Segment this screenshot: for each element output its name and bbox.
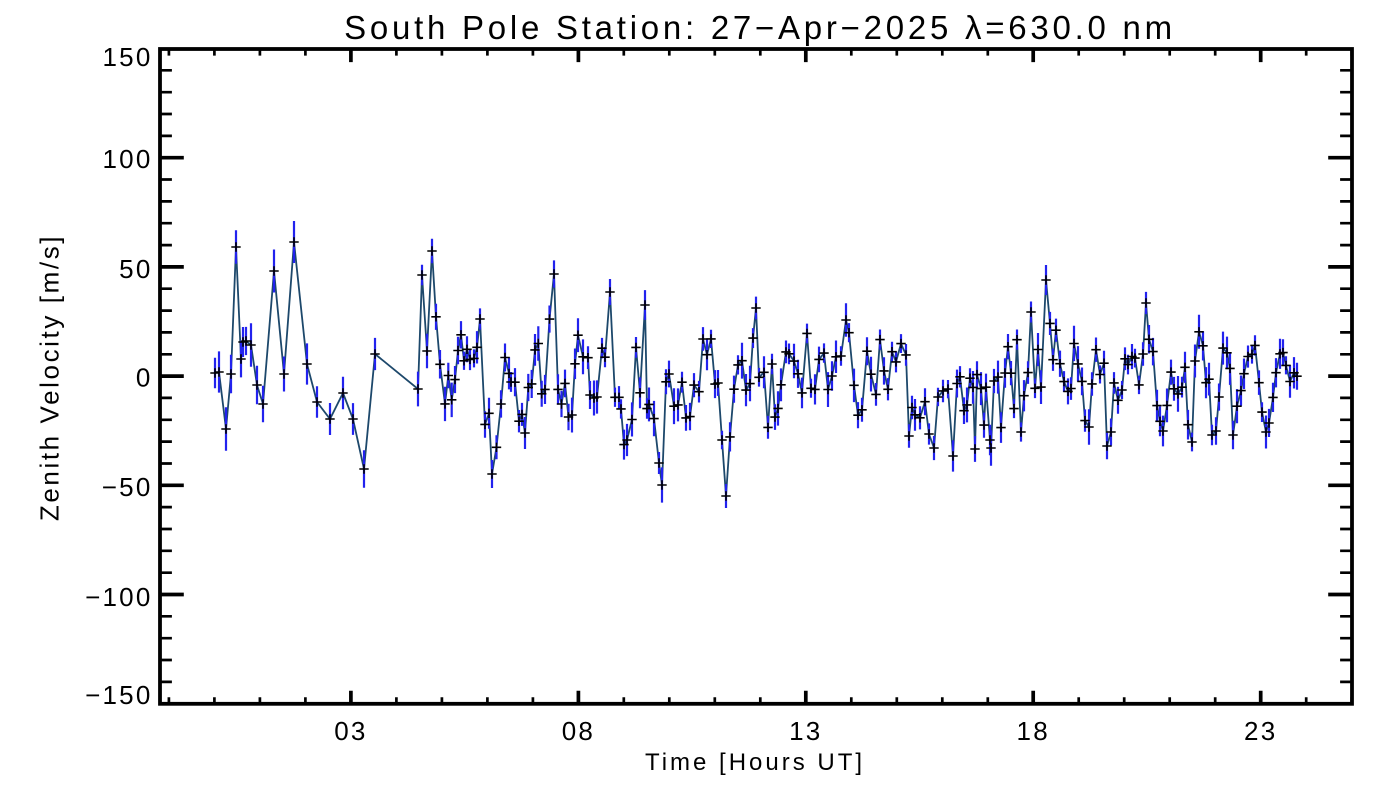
svg-text:Time [Hours UT]: Time [Hours UT] <box>645 749 865 776</box>
svg-text:−150: −150 <box>85 680 152 710</box>
svg-text:100: 100 <box>103 144 153 174</box>
svg-text:03: 03 <box>334 716 367 746</box>
svg-text:50: 50 <box>119 254 152 284</box>
svg-text:Zenith Velocity [m/s]: Zenith Velocity [m/s] <box>35 234 65 521</box>
svg-text:18: 18 <box>1017 716 1050 746</box>
svg-text:13: 13 <box>789 716 822 746</box>
svg-text:150: 150 <box>103 42 153 72</box>
svg-text:08: 08 <box>562 716 595 746</box>
svg-text:−100: −100 <box>85 582 152 612</box>
svg-text:23: 23 <box>1244 716 1277 746</box>
svg-text:0: 0 <box>136 363 153 393</box>
svg-text:−50: −50 <box>102 472 153 502</box>
svg-text:South Pole Station: 27−Apr−202: South Pole Station: 27−Apr−2025 λ=630.0 … <box>344 9 1176 46</box>
